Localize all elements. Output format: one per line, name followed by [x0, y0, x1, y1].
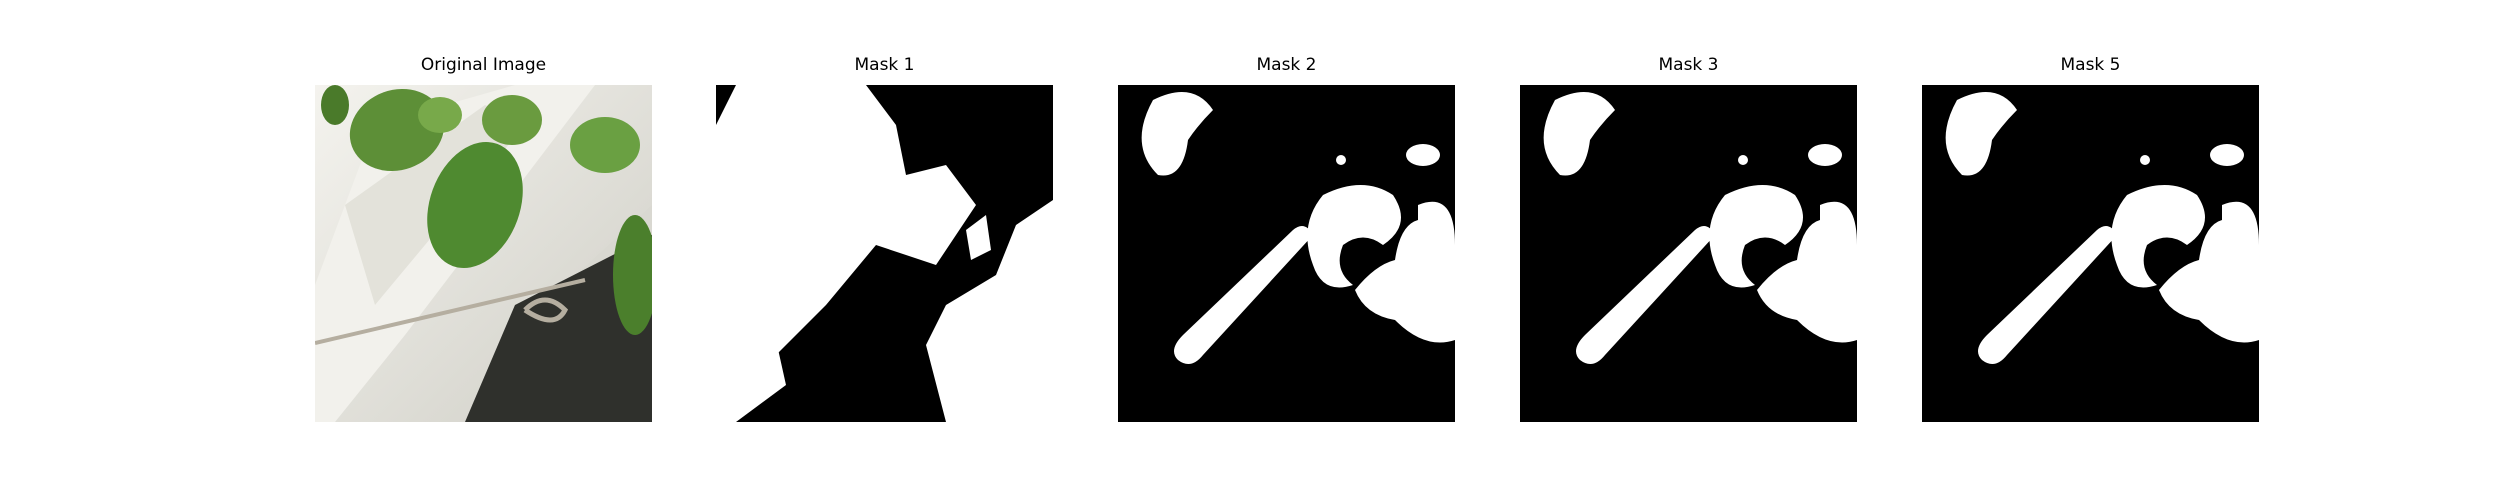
panel-title: Original Image	[420, 55, 547, 75]
panel-title: Mask 2	[1256, 55, 1317, 75]
mask-1-image	[716, 85, 1053, 422]
panel-title: Mask 1	[854, 55, 915, 75]
mask-2-image	[1118, 85, 1455, 422]
mask-3-image	[1520, 85, 1857, 422]
mask-5-image	[1922, 85, 2259, 422]
panel-title: Mask 5	[2060, 55, 2121, 75]
panel-title: Mask 3	[1658, 55, 1719, 75]
original-photo	[315, 85, 652, 422]
